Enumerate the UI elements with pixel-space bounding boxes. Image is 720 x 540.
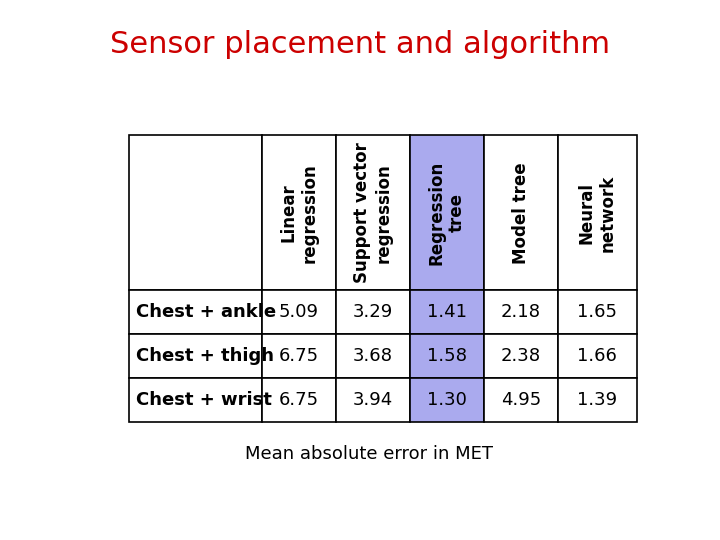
Bar	[410, 334, 484, 379]
Bar	[129, 379, 262, 422]
Text: Chest + thigh: Chest + thigh	[136, 347, 274, 366]
Bar	[262, 379, 336, 422]
Text: Regression
tree: Regression tree	[428, 161, 466, 265]
Bar	[262, 291, 336, 334]
Text: Mean absolute error in MET: Mean absolute error in MET	[245, 444, 493, 463]
Bar	[558, 334, 636, 379]
Text: 4.95: 4.95	[500, 392, 541, 409]
Text: Chest + ankle: Chest + ankle	[136, 303, 276, 321]
Bar	[336, 379, 410, 422]
Bar	[410, 291, 484, 334]
Text: Support vector
regression: Support vector regression	[354, 143, 392, 284]
Text: 1.58: 1.58	[427, 347, 467, 366]
Bar	[484, 291, 558, 334]
Text: 1.41: 1.41	[427, 303, 467, 321]
Bar	[484, 136, 558, 291]
Bar	[262, 136, 336, 291]
Text: 1.30: 1.30	[427, 392, 467, 409]
Text: 6.75: 6.75	[279, 347, 319, 366]
Bar	[558, 379, 636, 422]
Bar	[558, 136, 636, 291]
Bar	[410, 136, 484, 291]
Text: 3.29: 3.29	[353, 303, 393, 321]
Text: 1.39: 1.39	[577, 392, 617, 409]
Text: 2.18: 2.18	[500, 303, 541, 321]
Text: Model tree: Model tree	[512, 162, 530, 264]
Text: 1.66: 1.66	[577, 347, 617, 366]
Bar	[558, 291, 636, 334]
Text: 5.09: 5.09	[279, 303, 319, 321]
Bar	[336, 291, 410, 334]
Text: 6.75: 6.75	[279, 392, 319, 409]
Text: 1.65: 1.65	[577, 303, 617, 321]
Bar	[129, 334, 262, 379]
Text: 3.94: 3.94	[353, 392, 393, 409]
Text: Linear
regression: Linear regression	[279, 163, 318, 263]
Text: Sensor placement and algorithm: Sensor placement and algorithm	[110, 30, 610, 59]
Text: Neural
network: Neural network	[578, 174, 617, 252]
Bar	[410, 379, 484, 422]
Bar	[336, 334, 410, 379]
Text: 3.68: 3.68	[353, 347, 392, 366]
Bar	[262, 334, 336, 379]
Bar	[484, 379, 558, 422]
Text: Chest + wrist: Chest + wrist	[136, 392, 271, 409]
Text: 2.38: 2.38	[500, 347, 541, 366]
Bar	[129, 291, 262, 334]
Bar	[484, 334, 558, 379]
Bar	[129, 136, 262, 291]
Bar	[336, 136, 410, 291]
